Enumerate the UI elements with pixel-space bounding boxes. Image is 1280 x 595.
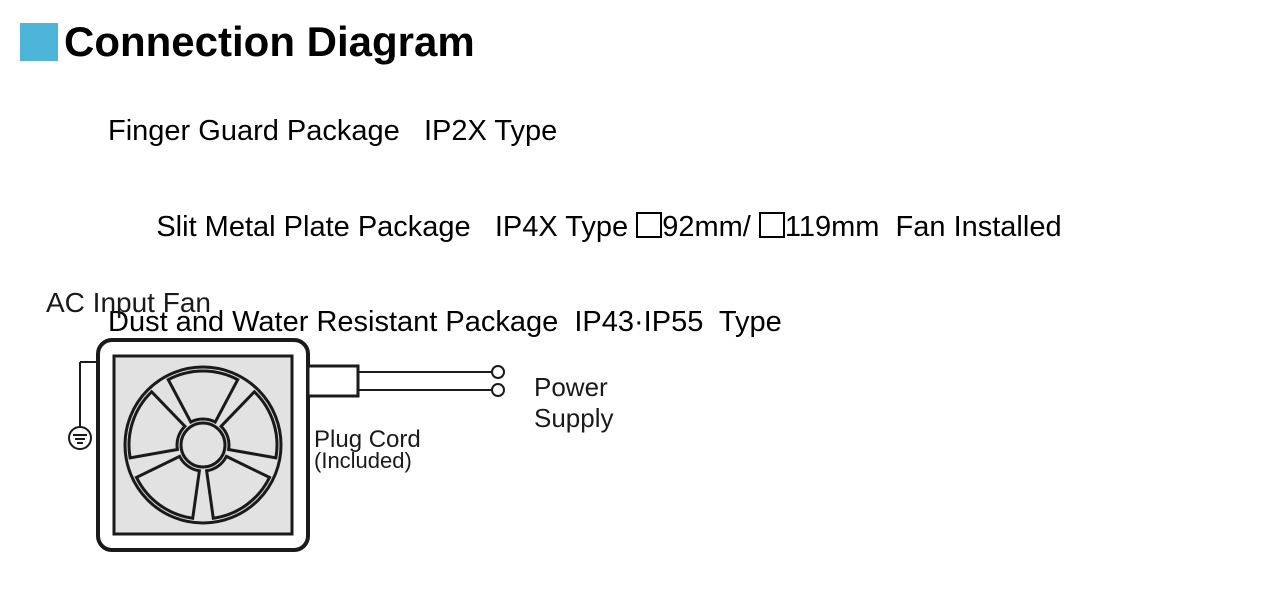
pkg2-mid1: 92mm/	[662, 211, 759, 243]
square-icon-2	[759, 212, 785, 238]
square-icon-1	[636, 212, 662, 238]
pkg2-prefix: Slit Metal Plate Package IP4X Type	[156, 211, 636, 243]
pkg2-suffix: 119mm Fan Installed	[785, 211, 1062, 243]
header-bullet	[20, 23, 58, 61]
header-title: Connection Diagram	[64, 18, 475, 66]
package-list: Finger Guard Package IP2X Type Slit Meta…	[108, 108, 1062, 347]
diagram-subheader: AC Input Fan	[46, 287, 211, 319]
section-header: Connection Diagram	[20, 18, 475, 66]
package-line-1: Finger Guard Package IP2X Type	[108, 108, 1062, 156]
fan-diagram-svg	[30, 330, 530, 590]
included-label: (Included)	[314, 448, 412, 474]
connection-diagram: Power Supply Plug Cord (Included)	[30, 330, 530, 595]
power-supply-label: Power Supply	[534, 372, 614, 434]
package-line-2: Slit Metal Plate Package IP4X Type 92mm/…	[108, 156, 1062, 300]
